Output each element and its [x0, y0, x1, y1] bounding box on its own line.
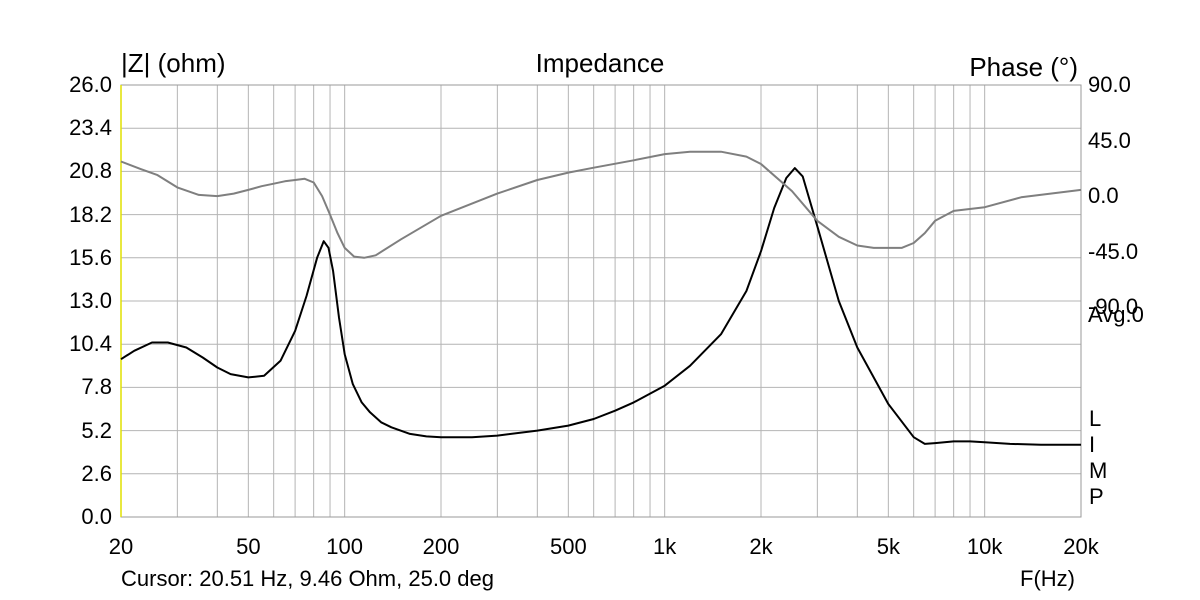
x-tick-label: 5k: [876, 534, 900, 559]
avg-label: Avg:0: [1088, 302, 1144, 327]
phase-axis-label: Phase (°): [969, 52, 1078, 82]
phase-tick-label: 0.0: [1088, 183, 1119, 209]
y-tick-label: 5.2: [81, 417, 112, 443]
phase-tick-label: 90.0: [1088, 72, 1131, 97]
x-tick-label: 20k: [1063, 534, 1099, 559]
cursor-readout: Cursor: 20.51 Hz, 9.46 Ohm, 25.0 deg: [121, 566, 494, 591]
phase-tick-label: -90.0: [1088, 294, 1139, 320]
y-axis-label: |Z| (ohm): [121, 48, 226, 78]
limp-letter-p: P: [1089, 484, 1104, 509]
x-tick-label: 20: [108, 534, 134, 559]
x-tick-label: 500: [549, 534, 587, 559]
y-tick-label: 10.4: [69, 331, 112, 357]
limp-letter-l: L: [1089, 406, 1102, 431]
x-tick-label: 10k: [966, 534, 1003, 559]
phase-curve: [120, 150, 1082, 259]
impedance-curve: [120, 167, 1081, 446]
y-tick-label: 13.0: [69, 288, 112, 313]
x-tick-label: 100: [326, 534, 364, 559]
x-tick-label: 50: [236, 534, 261, 559]
x-tick-label: 200: [422, 534, 460, 559]
y-tick-label: 20.8: [69, 158, 112, 184]
chart-title: Impedance: [535, 48, 665, 78]
x-tick-label: 1k: [653, 534, 677, 559]
x-tick-label: 2k: [749, 534, 773, 559]
y-tick-label: 0.0: [81, 504, 112, 529]
phase-tick-label: 45.0: [1088, 127, 1131, 153]
x-axis-label: F(Hz): [1020, 566, 1075, 591]
y-tick-label: 2.6: [81, 460, 112, 486]
phase-tick-label: -45.0: [1088, 238, 1139, 264]
y-tick-label: 26.0: [69, 72, 112, 97]
y-tick-label: 18.2: [69, 201, 112, 227]
y-tick-label: 15.6: [69, 244, 112, 270]
y-tick-label: 7.8: [81, 374, 112, 400]
limp-letter-i: I: [1089, 432, 1096, 457]
limp-letter-m: M: [1089, 458, 1108, 483]
y-tick-label: 23.4: [69, 115, 112, 141]
